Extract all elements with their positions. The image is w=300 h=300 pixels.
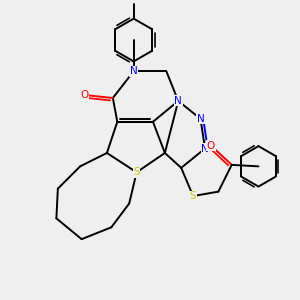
Text: O: O [80,90,89,100]
Text: N: N [130,66,137,76]
Text: N: N [201,143,209,154]
Text: N: N [197,114,204,124]
Text: N: N [174,96,182,106]
Text: O: O [207,140,215,151]
Text: S: S [190,191,196,201]
Text: S: S [133,167,140,177]
